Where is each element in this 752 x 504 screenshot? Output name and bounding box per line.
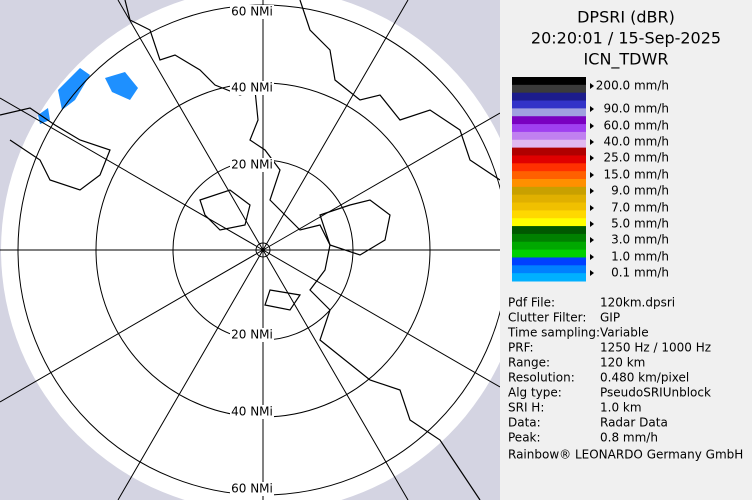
- legend-arrow: [590, 83, 594, 89]
- info-label: Range:: [508, 356, 550, 370]
- info-label: Clutter Filter:: [508, 311, 586, 325]
- color-stripe: [512, 139, 586, 149]
- datetime: 20:20:01 / 15-Sep-2025: [531, 29, 721, 48]
- info-value: 1.0 km: [600, 401, 642, 415]
- legend-label: 3.0 mm/h: [611, 233, 669, 247]
- legend-label: 90.0 mm/h: [603, 102, 669, 116]
- map: 60 NMi 40 NMi 20 NMi 20 NMi 40 NMi 60 NMi: [0, 0, 500, 500]
- color-stripe: [512, 249, 586, 258]
- info-value: 120 km: [600, 356, 645, 370]
- legend-arrow: [590, 205, 594, 211]
- info-value: GIP: [600, 311, 620, 325]
- color-stripe: [512, 84, 586, 94]
- info-label: Resolution:: [508, 371, 575, 385]
- coastlines: [0, 0, 500, 500]
- color-stripe: [512, 202, 586, 211]
- ring-label-bg: [230, 328, 274, 342]
- color-stripe: [512, 163, 586, 172]
- color-stripe: [512, 210, 586, 219]
- color-stripe: [512, 147, 586, 156]
- legend-label: 9.0 mm/h: [611, 184, 669, 198]
- legend-arrow: [590, 123, 594, 129]
- color-bar: [512, 77, 586, 282]
- color-stripe: [512, 218, 586, 227]
- site: ICN_TDWR: [584, 50, 669, 70]
- color-stripe: [512, 92, 586, 102]
- ring-label: 40 NMi: [231, 405, 273, 419]
- info-label: Peak:: [508, 431, 541, 445]
- info-label: Pdf File:: [508, 296, 555, 310]
- ring-label: 60 NMi: [231, 5, 273, 19]
- info-value: Radar Data: [600, 416, 668, 430]
- color-stripe: [512, 108, 586, 117]
- legend-arrow: [590, 106, 594, 112]
- legend-label: 40.0 mm/h: [603, 135, 669, 149]
- color-stripe: [512, 171, 586, 180]
- color-stripe: [512, 124, 586, 133]
- info-label: SRI H:: [508, 401, 544, 415]
- color-stripe: [512, 233, 586, 243]
- info-label: Alg type:: [508, 386, 562, 400]
- ring-label-bg: [230, 482, 274, 496]
- color-stripe: [512, 77, 586, 86]
- info-value: 120km.dpsri: [600, 296, 675, 310]
- color-stripe: [512, 194, 586, 204]
- ring-label: 20 NMi: [231, 328, 273, 342]
- legend-label: 200.0 mm/h: [596, 79, 669, 93]
- legend-arrow: [590, 237, 594, 243]
- color-stripe: [512, 179, 586, 188]
- color-stripe: [512, 100, 586, 109]
- legend-label: 0.1 mm/h: [611, 266, 669, 280]
- info-label: Time sampling:: [507, 326, 600, 340]
- ring-label-bg: [230, 405, 274, 419]
- legend-arrow: [590, 270, 594, 276]
- ring-label-bg: [230, 81, 274, 95]
- info-label: Data:: [508, 416, 541, 430]
- color-stripe: [512, 265, 586, 274]
- color-stripe: [512, 116, 586, 125]
- legend-arrow: [590, 172, 594, 178]
- color-stripe: [512, 155, 586, 164]
- color-stripe: [512, 186, 586, 196]
- ring-label: 40 NMi: [231, 81, 273, 95]
- info-value: 0.480 km/pixel: [600, 371, 689, 385]
- color-stripe: [512, 226, 586, 235]
- ring-label-bg: [230, 5, 274, 19]
- info-value: PseudoSRIUnblock: [600, 386, 711, 400]
- footer: Rainbow® LEONARDO Germany GmbH: [508, 448, 743, 462]
- info-value: Variable: [600, 326, 649, 340]
- legend-label: 5.0 mm/h: [611, 217, 669, 231]
- color-stripe: [512, 131, 586, 141]
- legend-arrow: [590, 155, 594, 161]
- info-value: 0.8 mm/h: [600, 431, 658, 445]
- title: DPSRI (dBR): [577, 8, 675, 27]
- legend-arrow: [590, 188, 594, 194]
- ring-label: 60 NMi: [231, 482, 273, 496]
- legend-label: 7.0 mm/h: [611, 201, 669, 215]
- legend-label: 1.0 mm/h: [611, 250, 669, 264]
- legend-arrow: [590, 139, 594, 145]
- color-stripe: [512, 241, 586, 251]
- info-value: 1250 Hz / 1000 Hz: [600, 341, 711, 355]
- color-stripe: [512, 257, 586, 266]
- legend-arrow: [590, 254, 594, 260]
- legend-label: 25.0 mm/h: [603, 151, 669, 165]
- legend-label: 15.0 mm/h: [603, 168, 669, 182]
- ring-label: 20 NMi: [231, 158, 273, 172]
- color-stripe: [512, 273, 586, 282]
- ring-label-bg: [230, 158, 274, 172]
- legend-label: 60.0 mm/h: [603, 119, 669, 133]
- info-label: PRF:: [508, 341, 534, 355]
- legend-arrow: [590, 221, 594, 227]
